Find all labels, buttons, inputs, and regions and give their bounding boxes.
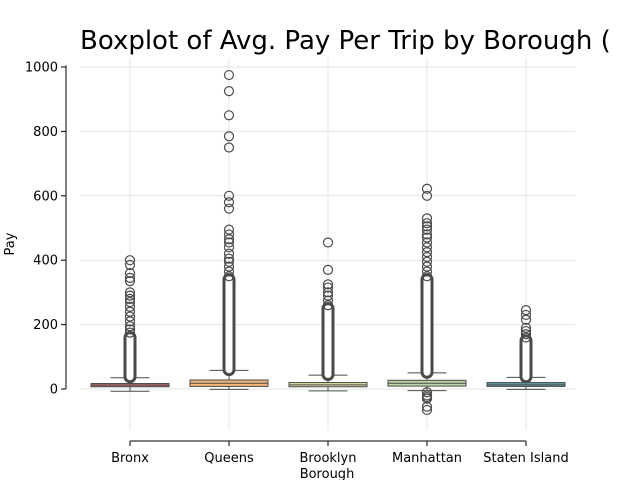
outlier-point [520, 314, 532, 325]
outlier-band [321, 302, 335, 382]
outlier-point [124, 311, 136, 322]
outlier-point [322, 290, 334, 301]
box-brooklyn [288, 237, 368, 392]
outlier-point [124, 301, 136, 312]
outlier-point [223, 229, 235, 240]
x-tick-label: Manhattan [392, 451, 462, 466]
outlier-point [124, 306, 136, 317]
outlier-point [223, 197, 235, 208]
outlier-point [223, 69, 235, 81]
x-tick-label: Brooklyn [300, 451, 357, 466]
outlier-point [223, 242, 235, 253]
y-tick-label: 400 [33, 254, 58, 269]
outlier-point [223, 253, 235, 264]
outlier-point [322, 295, 334, 306]
outlier-point [223, 203, 235, 214]
y-tick-label: 800 [33, 125, 58, 140]
outlier-point [421, 401, 433, 412]
outlier-point [124, 255, 136, 266]
outlier-point [421, 229, 433, 240]
outlier-point [421, 256, 433, 267]
outlier-point [322, 279, 334, 290]
outlier-point [223, 271, 235, 282]
outlier-point [223, 131, 235, 142]
outlier-point [421, 247, 433, 258]
outlier-point [421, 251, 433, 263]
outlier-point [223, 261, 235, 272]
outlier-point [421, 261, 433, 272]
outlier-band [519, 334, 533, 384]
outlier-point [124, 287, 136, 298]
outlier-point [124, 293, 136, 304]
outlier-point [223, 256, 235, 267]
outlier-point [124, 327, 136, 338]
outlier-point [421, 266, 433, 277]
outlier-point [421, 190, 433, 201]
outlier-point [124, 316, 136, 327]
outlier-point [223, 234, 235, 245]
outlier-point [322, 282, 334, 293]
outlier-point [223, 142, 235, 153]
y-tick-label: 200 [33, 318, 58, 333]
outlier-band [420, 273, 434, 379]
y-tick-label: 0 [50, 383, 58, 398]
outlier-point [322, 300, 334, 311]
outlier-point [223, 266, 235, 277]
outlier-point [124, 321, 136, 332]
outlier-point [124, 267, 136, 279]
outlier-point [421, 271, 433, 282]
outlier-point [124, 290, 136, 301]
outlier-point [421, 393, 433, 404]
outlier-point [223, 190, 235, 201]
x-tick-label: Queens [204, 451, 254, 466]
outlier-point [421, 224, 433, 235]
x-axis-label: Borough [300, 467, 355, 480]
outlier-point [421, 232, 433, 243]
outlier-point [124, 272, 136, 284]
outlier-point [421, 404, 433, 416]
outlier-point [223, 224, 235, 235]
outlier-point [421, 242, 433, 253]
outlier-point [520, 329, 532, 340]
outlier-point [421, 213, 433, 224]
outlier-point [223, 110, 235, 121]
outlier-point [520, 325, 532, 337]
outlier-point [223, 248, 235, 259]
box-queens [189, 69, 269, 390]
outlier-point [124, 259, 136, 271]
outlier-point [421, 183, 433, 194]
outlier-point [124, 324, 136, 335]
x-tick-label: Staten Island [483, 451, 568, 466]
outlier-point [520, 332, 532, 343]
outlier-point [421, 387, 433, 398]
y-tick-label: 600 [33, 189, 58, 204]
outlier-point [421, 218, 433, 229]
y-axis: 0 200 400 600 800 1000 [25, 61, 67, 398]
outlier-point [223, 86, 235, 97]
y-tick-label: 1000 [25, 61, 58, 76]
x-tick-label: Bronx [111, 451, 149, 466]
outlier-point [520, 309, 532, 321]
boxes-layer [90, 69, 566, 416]
outlier-point [520, 322, 532, 333]
outlier-band [123, 330, 137, 384]
outlier-point [421, 221, 433, 232]
y-axis-label: Pay [3, 232, 18, 255]
outlier-point [322, 287, 334, 298]
outlier-point [124, 276, 136, 287]
outlier-point [421, 237, 433, 248]
chart-title: Boxplot of Avg. Pay Per Trip by Borough … [80, 26, 611, 56]
outlier-point [520, 305, 532, 316]
outlier-point [322, 237, 334, 248]
outlier-point [223, 237, 235, 248]
outlier-band [222, 273, 236, 377]
box-staten-island [486, 305, 566, 390]
box-bronx [90, 255, 170, 392]
x-axis: Bronx Queens Brooklyn Manhattan Staten Islan… [111, 440, 569, 466]
outlier-point [322, 264, 334, 275]
box-manhattan [387, 183, 467, 416]
outlier-point [124, 296, 136, 308]
